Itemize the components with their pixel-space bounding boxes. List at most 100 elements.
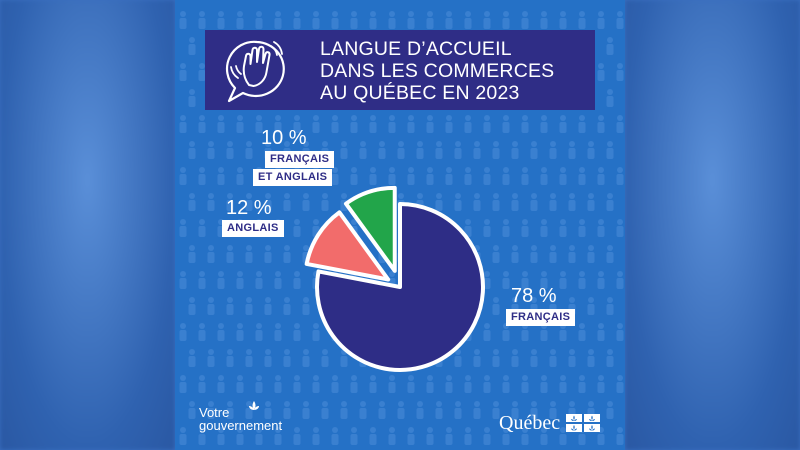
pattern-person-icon: [540, 271, 548, 289]
pattern-person-icon: [198, 63, 206, 81]
pattern-person-icon: [207, 245, 215, 263]
pattern-person-icon: [426, 11, 434, 29]
pattern-person-icon: [350, 375, 358, 393]
pattern-person-icon: [597, 63, 605, 81]
pattern-person-icon: [245, 141, 253, 159]
pattern-person-icon: [616, 427, 624, 445]
pattern-person-icon: [255, 375, 263, 393]
background-blur-right: [625, 0, 800, 450]
pattern-person-icon: [540, 11, 548, 29]
pattern-person-icon: [217, 271, 225, 289]
pattern-person-icon: [521, 219, 529, 237]
pattern-person-icon: [188, 193, 196, 211]
pattern-person-icon: [597, 323, 605, 341]
pattern-person-icon: [616, 323, 624, 341]
pattern-person-icon: [359, 141, 367, 159]
category-label-anglais: ANGLAIS: [222, 220, 284, 237]
pattern-person-icon: [502, 427, 510, 445]
pattern-person-icon: [616, 167, 624, 185]
footer-quebec: Québec: [499, 412, 561, 434]
pattern-person-icon: [236, 115, 244, 133]
pattern-person-icon: [492, 401, 500, 419]
pattern-person-icon: [198, 115, 206, 133]
pattern-person-icon: [435, 193, 443, 211]
quebec-logo: Québec: [499, 412, 601, 434]
pattern-person-icon: [587, 193, 595, 211]
value-label-anglais: 12 %: [226, 197, 272, 219]
footer-gouvernement: gouvernement: [199, 418, 283, 433]
pattern-person-icon: [207, 193, 215, 211]
pattern-person-icon: [198, 375, 206, 393]
pattern-person-icon: [236, 427, 244, 445]
pattern-person-icon: [492, 245, 500, 263]
pattern-person-icon: [245, 297, 253, 315]
pattern-person-icon: [559, 167, 567, 185]
pattern-person-icon: [426, 375, 434, 393]
pattern-person-icon: [340, 401, 348, 419]
category-label-francais: FRANÇAIS: [506, 309, 576, 326]
pattern-person-icon: [255, 323, 263, 341]
pattern-person-icon: [293, 375, 301, 393]
pattern-person-icon: [616, 271, 624, 289]
pattern-person-icon: [587, 141, 595, 159]
pattern-person-icon: [179, 323, 187, 341]
pattern-person-icon: [492, 193, 500, 211]
pattern-person-icon: [464, 427, 472, 445]
pattern-person-icon: [511, 141, 519, 159]
pattern-person-icon: [616, 219, 624, 237]
pattern-person-icon: [616, 375, 624, 393]
pattern-person-icon: [369, 167, 377, 185]
pattern-person-icon: [559, 271, 567, 289]
pattern-person-icon: [264, 349, 272, 367]
pattern-person-icon: [502, 11, 510, 29]
pattern-person-icon: [483, 323, 491, 341]
pattern-person-icon: [369, 115, 377, 133]
pattern-person-icon: [188, 349, 196, 367]
pattern-person-icon: [264, 245, 272, 263]
pattern-person-icon: [445, 115, 453, 133]
pattern-person-icon: [483, 219, 491, 237]
category-label-francais-et-anglais-line-1: FRANÇAIS: [265, 151, 335, 168]
pattern-person-icon: [445, 11, 453, 29]
category-label-francais-et-anglais-line-2: ET ANGLAIS: [253, 169, 333, 186]
pattern-person-icon: [502, 167, 510, 185]
pattern-person-icon: [283, 245, 291, 263]
pattern-person-icon: [606, 401, 614, 419]
pattern-person-icon: [568, 193, 576, 211]
pattern-person-icon: [340, 141, 348, 159]
pattern-person-icon: [321, 193, 329, 211]
pattern-person-icon: [397, 401, 405, 419]
pattern-person-icon: [188, 89, 196, 107]
pattern-person-icon: [483, 115, 491, 133]
pattern-person-icon: [179, 375, 187, 393]
pattern-person-icon: [606, 89, 614, 107]
pattern-person-icon: [568, 245, 576, 263]
pattern-person-icon: [597, 167, 605, 185]
pattern-person-icon: [511, 193, 519, 211]
pattern-person-icon: [435, 141, 443, 159]
pattern-person-icon: [549, 401, 557, 419]
votre-gouvernement-logo: Votre gouvernement: [199, 401, 283, 433]
pattern-person-icon: [274, 375, 282, 393]
pattern-person-icon: [464, 11, 472, 29]
pattern-person-icon: [606, 297, 614, 315]
pattern-person-icon: [597, 219, 605, 237]
pie-slice-francais-et-anglais: [343, 185, 397, 273]
pattern-person-icon: [587, 245, 595, 263]
pattern-person-icon: [416, 141, 424, 159]
pattern-person-icon: [369, 375, 377, 393]
pattern-person-icon: [188, 297, 196, 315]
pattern-person-icon: [530, 401, 538, 419]
pattern-person-icon: [587, 297, 595, 315]
chart-title: LANGUE D’ACCUEIL DANS LES COMMERCES AU Q…: [320, 38, 590, 104]
pattern-person-icon: [606, 245, 614, 263]
pattern-person-icon: [549, 193, 557, 211]
pattern-person-icon: [226, 245, 234, 263]
pattern-person-icon: [559, 375, 567, 393]
pattern-person-icon: [407, 167, 415, 185]
pattern-person-icon: [492, 349, 500, 367]
pattern-person-icon: [559, 427, 567, 445]
pattern-person-icon: [283, 401, 291, 419]
pattern-person-icon: [578, 11, 586, 29]
pattern-person-icon: [568, 141, 576, 159]
